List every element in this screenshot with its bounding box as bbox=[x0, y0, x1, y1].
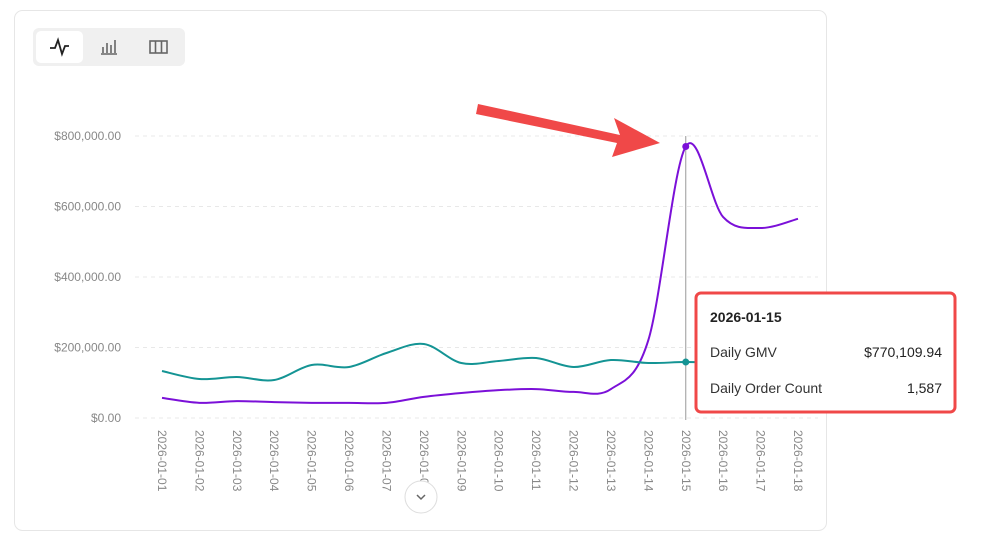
x-tick-label: 2026-01-06 bbox=[342, 430, 356, 492]
scroll-button[interactable] bbox=[404, 480, 438, 514]
x-tick-label: 2026-01-09 bbox=[454, 430, 468, 492]
y-tick-label: $200,000.00 bbox=[54, 341, 121, 355]
x-tick-label: 2026-01-15 bbox=[679, 430, 693, 492]
tooltip-box bbox=[694, 291, 957, 414]
plot: $0.00 $200,000.00 $400,000.00 $600,000.00 $8… bbox=[54, 129, 818, 492]
table-view-button[interactable] bbox=[149, 40, 168, 54]
line-icon bbox=[50, 37, 69, 57]
x-tick-label: 2026-01-05 bbox=[305, 430, 319, 492]
x-tick-label: 2026-01-17 bbox=[754, 430, 768, 492]
series-line bbox=[161, 142, 799, 405]
x-tick-label: 2026-01-01 bbox=[155, 430, 169, 492]
bar-view-button[interactable] bbox=[101, 40, 117, 55]
tooltip-label: Daily GMV bbox=[710, 344, 778, 360]
x-tick-label: 2026-01-07 bbox=[379, 430, 393, 492]
annotation-arrow bbox=[476, 104, 660, 157]
x-tick-label: 2026-01-14 bbox=[641, 430, 655, 492]
x-tick-label: 2026-01-10 bbox=[492, 430, 506, 492]
y-tick-label: $600,000.00 bbox=[54, 200, 121, 214]
x-tick-label: 2026-01-04 bbox=[267, 430, 281, 492]
tooltip: 2026-01-15 Daily GMV $770,109.94 Daily Orde… bbox=[694, 291, 957, 414]
x-tick-label: 2026-01-02 bbox=[192, 430, 206, 492]
x-tick-label: 2026-01-18 bbox=[791, 430, 805, 492]
x-tick-label: 2026-01-16 bbox=[716, 430, 730, 492]
hover-dot bbox=[682, 358, 690, 366]
y-tick-label: $0.00 bbox=[91, 411, 121, 425]
x-tick-label: 2026-01-13 bbox=[604, 430, 618, 492]
x-tick-label: 2026-01-08 bbox=[417, 430, 431, 492]
y-tick-label: $400,000.00 bbox=[54, 270, 121, 284]
chevron bbox=[416, 494, 426, 501]
x-tick-label: 2026-01-11 bbox=[529, 430, 543, 491]
table-icon bbox=[154, 41, 163, 53]
y-tick-label: $800,000.00 bbox=[54, 129, 121, 143]
tooltip-title: 2026-01-15 bbox=[710, 309, 782, 325]
tooltip-label: Daily Order Count bbox=[710, 380, 822, 396]
tooltip-value: $770,109.94 bbox=[864, 344, 942, 360]
x-tick-label: 2026-01-12 bbox=[567, 430, 581, 492]
tooltip-value: 1,587 bbox=[907, 380, 942, 396]
hover-dot bbox=[682, 143, 690, 151]
x-tick-label: 2026-01-03 bbox=[230, 430, 244, 492]
